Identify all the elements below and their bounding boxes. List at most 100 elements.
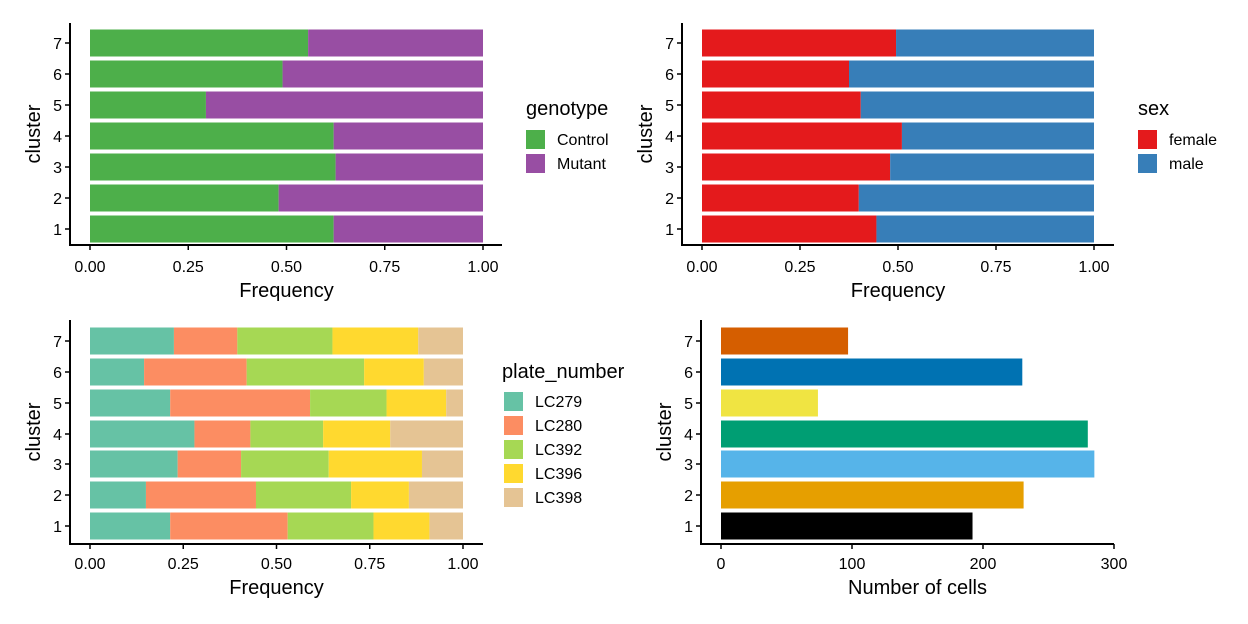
legend-key-lc396	[504, 464, 523, 483]
bar-plate_number-cluster-2-lc396	[351, 481, 409, 509]
chart-panel-sex: 1 2 3 4 5 6 7 0.00 0.25 0.50 0.75 1.00 Frequency clus…	[635, 23, 1217, 302]
x-tick-label: 0.25	[168, 556, 199, 573]
x-axis-title: Frequency	[851, 280, 946, 302]
bar-cells-cluster-6	[721, 358, 1023, 386]
y-tick-label: 6	[53, 67, 62, 84]
bar-plate_number-cluster-2-lc279	[90, 481, 146, 509]
bar-plate_number-cluster-5-lc392	[310, 389, 387, 417]
bar-sex-cluster-1-female	[702, 215, 877, 243]
bar-cells-cluster-4	[721, 420, 1088, 448]
bar-plate_number-cluster-6-lc392	[246, 358, 365, 386]
legend-title: plate_number	[502, 361, 625, 383]
bar-plate_number-cluster-5-lc279	[90, 389, 171, 417]
x-axis-title: Number of cells	[848, 577, 987, 599]
y-tick-label: 3	[53, 160, 62, 177]
bar-sex-cluster-6-female	[702, 60, 849, 88]
chart-panel-plate_number: 1 2 3 4 5 6 7 0.00 0.25 0.50 0.75 1.00 Frequency clus…	[23, 320, 625, 599]
bar-plate_number-cluster-7-lc396	[332, 327, 419, 355]
y-tick-label: 4	[684, 427, 693, 444]
chart-panel-cells: 1 2 3 4 5 6 7 0 100 200 300 Number of cells cluster	[654, 320, 1127, 599]
x-tick-label: 0.75	[980, 259, 1011, 276]
legend-label-mutant: Mutant	[557, 156, 606, 173]
x-tick-label: 1.00	[467, 259, 498, 276]
bar-plate_number-cluster-3-lc280	[177, 450, 242, 478]
legend-label-lc280: LC280	[535, 418, 582, 435]
bar-plate_number-cluster-3-lc396	[328, 450, 422, 478]
legend-label-control: Control	[557, 132, 609, 149]
bar-plate_number-cluster-2-lc280	[145, 481, 256, 509]
bar-plate_number-cluster-6-lc398	[423, 358, 463, 386]
legend-key-control	[526, 130, 545, 149]
x-axis-title: Frequency	[229, 577, 324, 599]
x-tick-label: 0.00	[74, 259, 105, 276]
bar-sex-cluster-1-male	[876, 215, 1094, 243]
bar-genotype-cluster-3-mutant	[335, 153, 483, 181]
legend-key-lc398	[504, 488, 523, 507]
y-tick-label: 7	[684, 334, 693, 351]
y-tick-label: 6	[684, 365, 693, 382]
bar-sex-cluster-7-male	[896, 29, 1094, 57]
y-axis-title: cluster	[654, 402, 676, 461]
bar-plate_number-cluster-1-lc396	[373, 512, 430, 540]
bar-plate_number-cluster-5-lc396	[386, 389, 447, 417]
bar-plate_number-cluster-5-lc280	[170, 389, 311, 417]
bar-plate_number-cluster-4-lc398	[390, 420, 463, 448]
y-tick-label: 5	[53, 396, 62, 413]
bar-cells-cluster-7	[721, 327, 849, 355]
bar-plate_number-cluster-7-lc398	[418, 327, 463, 355]
legend-key-lc279	[504, 392, 523, 411]
bar-cells-cluster-2	[721, 481, 1024, 509]
legend-label-lc396: LC396	[535, 466, 582, 483]
legend-label-lc392: LC392	[535, 442, 582, 459]
bar-genotype-cluster-5-control	[90, 91, 206, 119]
bar-plate_number-cluster-3-lc392	[241, 450, 329, 478]
legend-label-female: female	[1169, 132, 1217, 149]
x-axis-title: Frequency	[239, 280, 334, 302]
bar-sex-cluster-4-male	[901, 122, 1094, 150]
bar-plate_number-cluster-6-lc279	[90, 358, 145, 386]
legend-plate_number: plate_number LC279 LC280 LC392 LC396 LC398	[502, 361, 625, 507]
y-tick-label: 3	[53, 457, 62, 474]
y-tick-label: 1	[665, 222, 674, 239]
x-tick-label: 0.25	[173, 259, 204, 276]
legend-key-mutant	[526, 154, 545, 173]
x-tick-label: 0.50	[271, 259, 302, 276]
bar-genotype-cluster-3-control	[90, 153, 336, 181]
bar-genotype-cluster-2-mutant	[278, 184, 483, 212]
x-tick-label: 0.75	[354, 556, 385, 573]
y-tick-label: 7	[53, 334, 62, 351]
x-tick-label: 300	[1101, 556, 1128, 573]
bar-sex-cluster-5-female	[702, 91, 861, 119]
bar-sex-cluster-4-female	[702, 122, 902, 150]
bar-sex-cluster-6-male	[849, 60, 1094, 88]
bar-plate_number-cluster-4-lc279	[90, 420, 195, 448]
y-tick-label: 6	[53, 365, 62, 382]
bar-plate_number-cluster-1-lc279	[90, 512, 171, 540]
y-axis-title: cluster	[23, 104, 45, 163]
y-tick-label: 2	[53, 191, 62, 208]
bar-genotype-cluster-7-control	[90, 29, 309, 57]
bar-sex-cluster-2-female	[702, 184, 859, 212]
y-tick-label: 3	[665, 160, 674, 177]
bar-plate_number-cluster-4-lc396	[323, 420, 391, 448]
bar-sex-cluster-7-female	[702, 29, 897, 57]
y-tick-label: 2	[684, 488, 693, 505]
bar-plate_number-cluster-7-lc392	[237, 327, 333, 355]
x-tick-label: 1.00	[1078, 259, 1109, 276]
y-tick-label: 4	[53, 129, 62, 146]
legend-title: genotype	[526, 98, 608, 120]
bar-genotype-cluster-1-control	[90, 215, 334, 243]
bar-plate_number-cluster-1-lc280	[170, 512, 288, 540]
bar-sex-cluster-5-male	[860, 91, 1094, 119]
bar-genotype-cluster-5-mutant	[205, 91, 483, 119]
y-axis-title: cluster	[635, 104, 657, 163]
bar-plate_number-cluster-4-lc392	[250, 420, 324, 448]
legend-label-male: male	[1169, 156, 1204, 173]
bar-plate_number-cluster-4-lc280	[194, 420, 251, 448]
x-tick-label: 200	[970, 556, 997, 573]
y-tick-label: 1	[53, 222, 62, 239]
legend-label-lc398: LC398	[535, 490, 582, 507]
y-tick-label: 4	[665, 129, 674, 146]
